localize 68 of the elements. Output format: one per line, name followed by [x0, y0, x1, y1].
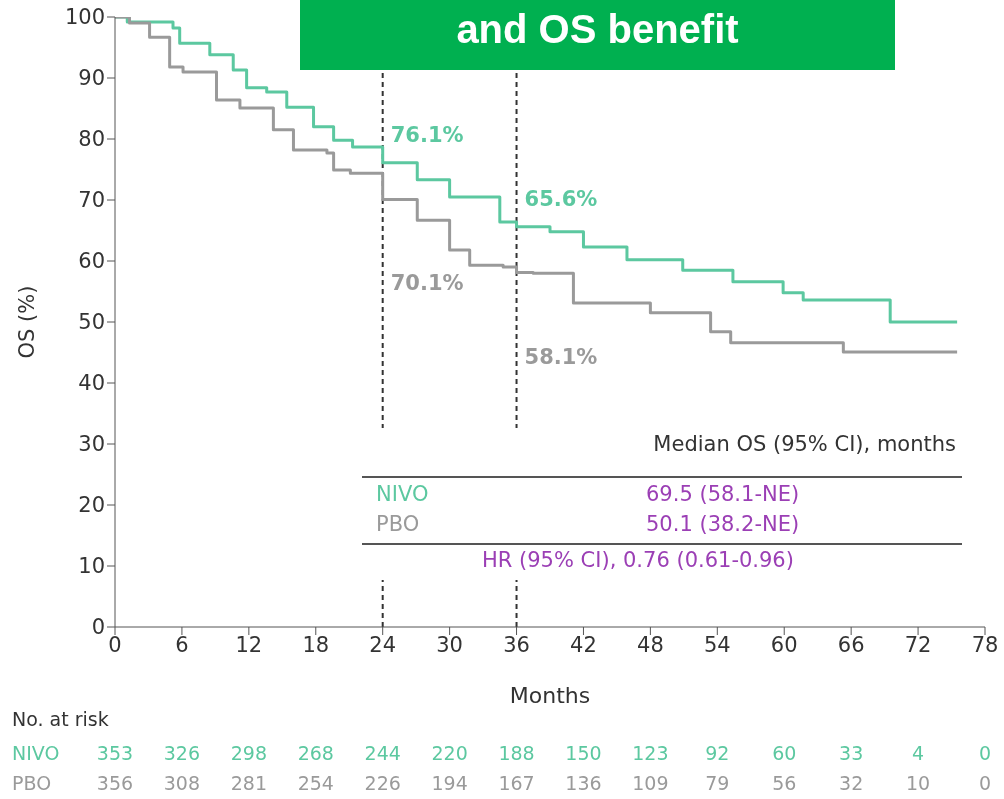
- x-tick-label: 60: [770, 632, 798, 657]
- text: 123: [631, 742, 670, 764]
- y-tick-label: 50: [78, 310, 105, 335]
- annotation: Median OS (95% CI), months: [653, 432, 956, 456]
- text: 4: [911, 742, 926, 764]
- x-tick-label: 42: [570, 632, 597, 657]
- text: No. at risk: [12, 708, 109, 730]
- text: 150: [564, 742, 603, 764]
- text: 220: [430, 742, 469, 764]
- text: 10: [904, 772, 932, 794]
- text: 244: [363, 742, 402, 764]
- x-tick-label: 36: [503, 632, 530, 657]
- text: 0: [977, 742, 993, 764]
- text: PBO: [376, 512, 420, 536]
- text: 194: [430, 772, 469, 794]
- x-tick-label: 18: [302, 632, 330, 657]
- text: 254: [296, 772, 335, 794]
- text: 326: [162, 742, 202, 764]
- text: 79: [704, 772, 731, 794]
- text: 226: [363, 772, 402, 794]
- x-axis-title: Months: [509, 683, 591, 708]
- annotation: 65.6%: [524, 186, 598, 211]
- y-tick-label: 70: [78, 188, 105, 213]
- text: 136: [564, 772, 603, 794]
- y-tick-label: 40: [78, 371, 105, 396]
- y-tick-label: 20: [78, 493, 105, 518]
- text: 188: [497, 742, 536, 764]
- x-tick-label: 0: [108, 632, 122, 657]
- x-tick-label: 12: [235, 632, 263, 657]
- text: 298: [229, 742, 268, 764]
- text: 33: [838, 742, 865, 764]
- text: 353: [95, 742, 135, 764]
- x-tick-label: 72: [904, 632, 932, 657]
- y-tick-label: 60: [78, 249, 105, 274]
- annotation: 50.1 (38.2-NE): [646, 512, 800, 536]
- text: 32: [838, 772, 865, 794]
- x-tick-label: 66: [837, 632, 865, 657]
- x-tick-label: 48: [637, 632, 664, 657]
- x-tick-label: 54: [703, 632, 731, 657]
- text: 356: [95, 772, 135, 794]
- text: PBO: [12, 772, 52, 794]
- y-tick-label: 10: [78, 554, 105, 579]
- text: 60: [771, 742, 798, 764]
- annotation: 70.1%: [390, 271, 464, 296]
- x-tick-label: 6: [175, 632, 189, 657]
- text: 268: [296, 742, 335, 764]
- y-axis-title: OS (%): [15, 285, 40, 359]
- x-tick-label: 78: [971, 632, 999, 657]
- text: 92: [704, 742, 731, 764]
- x-tick-label: 24: [369, 632, 397, 657]
- text: NIVO: [12, 742, 60, 764]
- annotation: 69.5 (58.1-NE): [646, 482, 800, 506]
- y-tick-label: 100: [64, 5, 105, 30]
- x-tick-label: 30: [436, 632, 463, 657]
- text: 167: [497, 772, 536, 794]
- text: 0: [977, 772, 993, 794]
- text: 56: [771, 772, 798, 794]
- text: 281: [229, 772, 268, 794]
- y-tick-label: 30: [78, 432, 105, 457]
- annotation: 58.1%: [524, 344, 598, 369]
- y-tick-label: 80: [78, 127, 105, 152]
- text: NIVO: [376, 482, 429, 506]
- annotation: 76.1%: [390, 122, 464, 147]
- y-tick-label: 0: [91, 615, 105, 640]
- text: 308: [162, 772, 202, 794]
- annotation: HR (95% CI), 0.76 (0.61-0.96): [482, 548, 794, 572]
- text: 109: [631, 772, 670, 794]
- y-tick-label: 90: [78, 66, 105, 91]
